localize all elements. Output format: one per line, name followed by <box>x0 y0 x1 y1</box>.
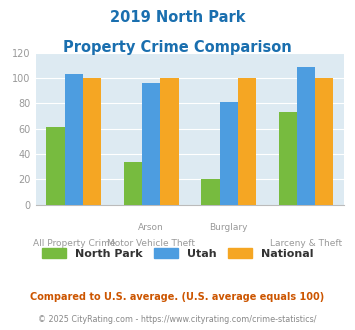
Bar <box>238 78 256 205</box>
Bar <box>83 78 101 205</box>
Text: Property Crime Comparison: Property Crime Comparison <box>63 40 292 54</box>
Bar <box>315 78 333 205</box>
Bar <box>65 74 83 205</box>
Bar <box>142 83 160 205</box>
Text: Arson: Arson <box>138 223 164 232</box>
Bar <box>219 102 238 205</box>
Legend: North Park, Utah, National: North Park, Utah, National <box>37 244 318 263</box>
Text: Larceny & Theft: Larceny & Theft <box>270 239 342 248</box>
Text: Compared to U.S. average. (U.S. average equals 100): Compared to U.S. average. (U.S. average … <box>31 292 324 302</box>
Bar <box>160 78 179 205</box>
Text: All Property Crime: All Property Crime <box>33 239 115 248</box>
Bar <box>124 162 142 205</box>
Bar <box>297 67 315 205</box>
Text: © 2025 CityRating.com - https://www.cityrating.com/crime-statistics/: © 2025 CityRating.com - https://www.city… <box>38 315 317 324</box>
Text: Burglary: Burglary <box>209 223 248 232</box>
Text: 2019 North Park: 2019 North Park <box>110 10 245 25</box>
Text: Motor Vehicle Theft: Motor Vehicle Theft <box>107 239 195 248</box>
Bar <box>201 179 219 205</box>
Bar <box>279 112 297 205</box>
Bar <box>47 127 65 205</box>
